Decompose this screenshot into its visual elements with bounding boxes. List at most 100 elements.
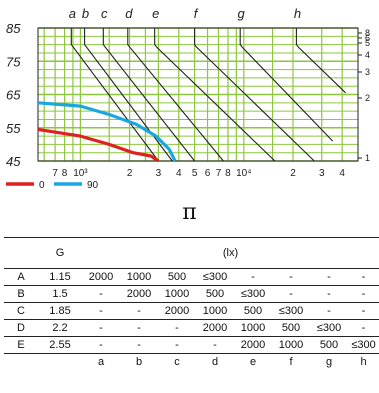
x-tick-label: 2: [127, 168, 133, 179]
lux-cell: -: [158, 319, 196, 337]
footer-grade-label: d: [196, 353, 234, 370]
class-label: A: [4, 268, 38, 286]
top-grade-label: c: [101, 6, 108, 21]
lux-cell: -: [348, 268, 379, 286]
grade-line-c: [102, 28, 196, 162]
lux-cell: 2000: [82, 268, 120, 286]
table-row: E 2.55- - - -2000 1000 500 ≤300: [4, 336, 379, 354]
footer-grade-label: e: [234, 353, 272, 370]
lux-cell: -: [82, 302, 120, 320]
lux-cell: 2000: [158, 302, 196, 320]
grade-line-h: [295, 28, 346, 94]
lux-cell: ≤300: [272, 302, 310, 320]
lux-cell: 2000: [234, 336, 272, 354]
lux-cell: ≤300: [348, 336, 379, 354]
table-row: D 2.2- - -2000 1000 500 ≤300-: [4, 319, 379, 337]
lux-cell: -: [120, 302, 158, 320]
class-label: B: [4, 285, 38, 303]
series-line-90: [37, 101, 177, 162]
y-tick-label: 45: [6, 154, 21, 169]
x-tick-label: 4: [176, 168, 182, 179]
top-grade-label: g: [238, 6, 246, 21]
lux-cell: -: [158, 336, 196, 354]
legend-label-90: 90: [87, 180, 99, 191]
x-tick-label: 8: [225, 168, 231, 179]
lux-cell: -: [348, 319, 379, 337]
right-scale-label: 5: [365, 38, 370, 48]
x-tick-label: 10⁴: [236, 168, 251, 179]
lux-cell: ≤300: [234, 285, 272, 303]
top-grade-label: h: [294, 6, 301, 21]
legend-label-0: 0: [39, 180, 45, 191]
lux-cell: 2000: [196, 319, 234, 337]
footer-grade-label: f: [272, 353, 310, 370]
lux-cell: 500: [158, 268, 196, 286]
lux-cell: -: [82, 336, 120, 354]
grade-line-b: [84, 28, 173, 162]
top-grade-label: a: [69, 6, 76, 21]
class-label: D: [4, 319, 38, 337]
lux-cell: -: [348, 302, 379, 320]
x-tick-label: 5: [192, 168, 198, 179]
lux-cell: -: [272, 268, 310, 286]
x-tick-label: 6: [205, 168, 211, 179]
lux-cell: 1000: [158, 285, 196, 303]
lux-cell: 1000: [120, 268, 158, 286]
right-scale-label: 1: [365, 153, 370, 163]
g-value: 1.85: [38, 302, 82, 320]
class-label: E: [4, 336, 38, 354]
right-scale-label: 6: [365, 33, 370, 43]
top-grade-label: e: [152, 6, 159, 21]
lux-cell: 1000: [196, 302, 234, 320]
lux-cell: -: [348, 285, 379, 303]
g-value: 2.55: [38, 336, 82, 354]
lux-cell: -: [196, 336, 234, 354]
table-header-row: G (lx): [4, 237, 379, 269]
table-row: A 1.15 2000 1000 500 ≤300- - - -: [4, 268, 379, 286]
y-tick-label: 65: [6, 88, 21, 103]
right-scale-label: 2: [365, 93, 370, 103]
lux-cell: -: [234, 268, 272, 286]
lux-cell: 2000: [120, 285, 158, 303]
g-column-header: G: [38, 237, 82, 269]
top-grade-label: f: [194, 6, 199, 21]
lux-cell: -: [120, 336, 158, 354]
lux-cell: ≤300: [310, 319, 348, 337]
lux-cell: -: [272, 285, 310, 303]
g-value: 1.15: [38, 268, 82, 286]
table-row: C 1.85- -2000 1000 500 ≤300- -: [4, 302, 379, 320]
lux-cell: 500: [272, 319, 310, 337]
grade-line-d: [127, 28, 224, 162]
lux-cell: 500: [234, 302, 272, 320]
lux-cell: -: [310, 302, 348, 320]
table-row: B 1.5-2000 1000 500 ≤300- - -: [4, 285, 379, 303]
lux-cell: 1000: [272, 336, 310, 354]
plot-frame: [37, 27, 359, 162]
lx-column-header: (lx): [82, 237, 379, 269]
footer-grade-label: h: [348, 353, 379, 370]
x-tick-label: 2: [290, 168, 296, 179]
footer-grade-label: c: [158, 353, 196, 370]
g-value: 2.2: [38, 319, 82, 337]
grade-table: G (lx) A 1.15 2000 1000 500 ≤300- - - - B 1.5-2000…: [4, 237, 379, 370]
lux-cell: 500: [196, 285, 234, 303]
lux-cell: 1000: [234, 319, 272, 337]
class-label: C: [4, 302, 38, 320]
y-tick-label: 75: [6, 54, 21, 69]
lux-cell: -: [120, 319, 158, 337]
top-grade-label: b: [82, 6, 89, 21]
footer-grade-label: a: [82, 353, 120, 370]
lux-cell: -: [310, 268, 348, 286]
x-tick-label: 3: [156, 168, 162, 179]
top-grade-label: d: [125, 6, 133, 21]
grade-line-e: [154, 28, 276, 162]
grade-line-a: [70, 28, 159, 162]
right-scale-label: 4: [365, 50, 370, 60]
lux-cell: -: [310, 285, 348, 303]
x-tick-label: 7: [52, 168, 58, 179]
footer-grade-label: g: [310, 353, 348, 370]
x-tick-label: 10³: [73, 168, 88, 179]
pi-symbol: π: [182, 200, 197, 225]
